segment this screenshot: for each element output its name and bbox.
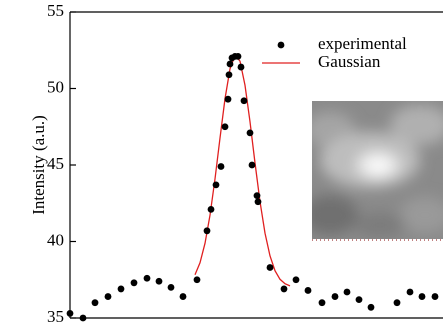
y-axis-label: Intensity (a.u.)	[29, 115, 48, 215]
data-point	[118, 286, 125, 293]
data-point	[144, 275, 151, 282]
chart: Intensity (a.u.) 35 40 45 50 55 experimentalG…	[0, 0, 443, 333]
data-point	[180, 293, 187, 300]
y-tick-label: 55	[47, 1, 64, 20]
data-point	[267, 264, 274, 271]
data-point	[356, 296, 363, 303]
data-point	[226, 71, 233, 78]
legend-label: Gaussian	[318, 52, 381, 71]
data-point	[419, 293, 426, 300]
data-point	[67, 310, 74, 317]
data-point	[305, 287, 312, 294]
data-point	[344, 289, 351, 296]
data-point	[213, 181, 220, 188]
data-point	[319, 299, 326, 306]
inset-image	[302, 101, 443, 239]
data-point	[407, 289, 414, 296]
y-tick-label: 35	[47, 307, 64, 326]
data-point	[168, 284, 175, 291]
data-point	[227, 61, 234, 68]
data-point	[247, 129, 254, 136]
y-tick-label: 50	[47, 77, 64, 96]
data-point	[394, 299, 401, 306]
data-point	[235, 53, 242, 60]
data-point	[332, 293, 339, 300]
data-point	[222, 123, 229, 130]
data-point	[254, 192, 261, 199]
legend-label: experimental	[318, 34, 407, 53]
data-point	[281, 286, 288, 293]
data-point	[194, 276, 201, 283]
fit-line	[195, 55, 290, 286]
data-point	[432, 293, 439, 300]
data-point	[293, 276, 300, 283]
data-point	[92, 299, 99, 306]
data-point	[255, 198, 262, 205]
data-point	[238, 64, 245, 71]
data-point	[105, 293, 112, 300]
data-point	[241, 97, 248, 104]
data-point	[225, 96, 232, 103]
data-point	[204, 227, 211, 234]
data-point	[131, 279, 138, 286]
y-tick-label: 45	[47, 154, 64, 173]
data-point	[80, 315, 87, 322]
data-point	[368, 304, 375, 311]
data-point	[208, 206, 215, 213]
y-tick-label: 40	[47, 230, 64, 249]
data-point	[249, 162, 256, 169]
data-point	[218, 163, 225, 170]
legend-swatch	[278, 42, 285, 49]
data-point	[156, 278, 163, 285]
